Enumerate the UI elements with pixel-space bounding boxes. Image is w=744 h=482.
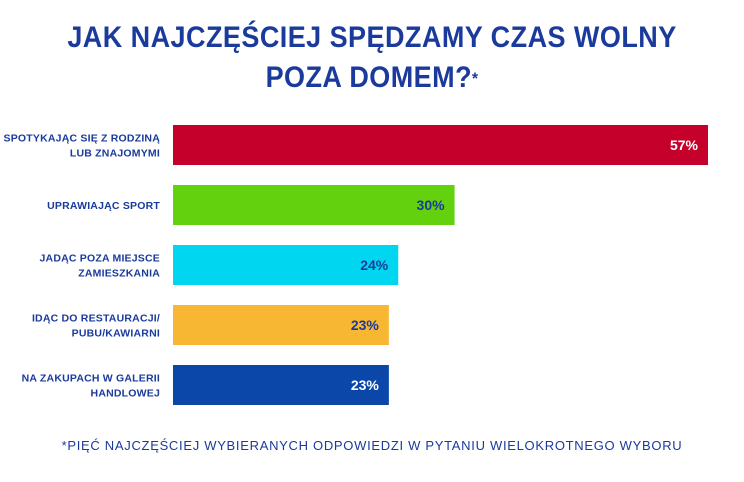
category-label-1-line-2: LUB ZNAJOMYMI — [70, 148, 160, 160]
footnote: *PIĘĆ NAJCZĘŚCIEJ WYBIERANYCH ODPOWIEDZI… — [61, 438, 683, 453]
bar-1 — [173, 125, 708, 165]
bar-value-label-3: 24% — [360, 257, 389, 273]
category-label-5-line-2: HANDLOWEJ — [91, 388, 160, 400]
title-footnote-mark: * — [472, 69, 479, 88]
category-label-2-line-1: UPRAWIAJĄC SPORT — [47, 200, 160, 212]
category-label-3-line-2: ZAMIESZKANIA — [78, 268, 160, 280]
bar-value-label-4: 23% — [351, 317, 380, 333]
bar-value-label-5: 23% — [351, 377, 380, 393]
bar-4 — [173, 305, 389, 345]
bar-value-label-1: 57% — [670, 137, 699, 153]
bar-5 — [173, 365, 389, 405]
bar-3 — [173, 245, 399, 285]
title-line-1: JAK NAJCZĘŚCIEJ SPĘDZAMY CZAS WOLNY — [67, 21, 677, 54]
category-label-3-line-1: JADĄC POZA MIEJSCE — [40, 253, 160, 265]
title-line-2-text: POZA DOMEM? — [265, 61, 473, 94]
category-label-4-line-2: PUBU/KAWIARNI — [72, 328, 160, 340]
category-label-5-line-1: NA ZAKUPACH W GALERII — [22, 373, 160, 385]
category-label-1-line-1: SPOTYKAJĄC SIĘ Z RODZINĄ — [4, 133, 161, 145]
bar-2 — [173, 185, 455, 225]
category-label-4-line-1: IDĄC DO RESTAURACJI/ — [32, 313, 160, 325]
title-line-2: POZA DOMEM?* — [37, 58, 707, 98]
bar-value-label-2: 30% — [417, 197, 446, 213]
chart-title: JAK NAJCZĘŚCIEJ SPĘDZAMY CZAS WOLNY POZA… — [37, 18, 707, 98]
